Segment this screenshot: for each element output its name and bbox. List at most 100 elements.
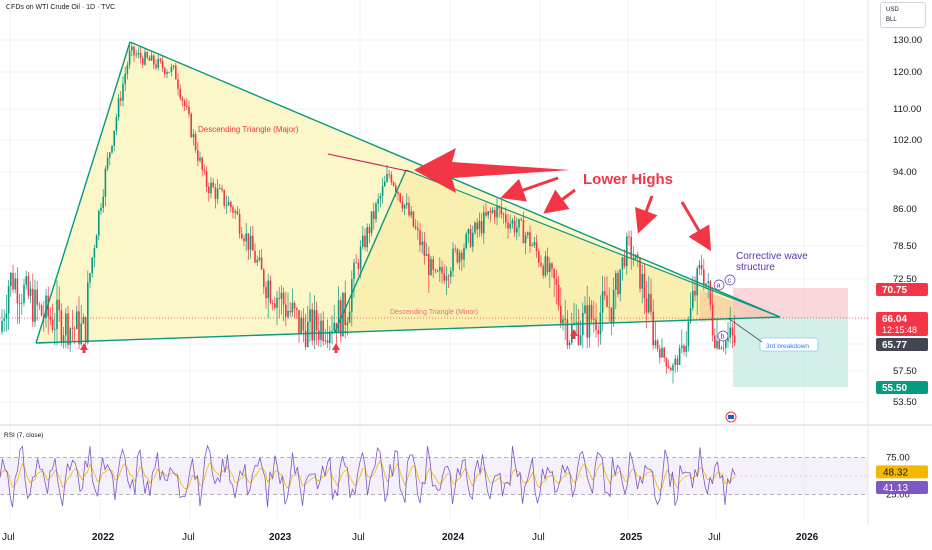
candle-body [201,157,203,170]
candle-body [254,250,256,263]
candle-body [175,65,177,80]
candle-body [511,220,514,224]
candle-body [595,319,597,331]
candle-body [271,302,274,304]
minor-triangle-label: Descending Triangle (Minor) [390,309,478,316]
candle-body [73,328,76,330]
candle-body [10,272,12,287]
candle-body [194,134,197,151]
candle-body [410,211,412,216]
candle-body [623,257,626,266]
lower-highs-big-arrow [414,148,570,193]
candle-body [685,345,687,352]
candle-body [278,297,280,299]
candle-body [230,201,232,208]
candle-body [381,186,384,197]
candle-body [45,295,47,319]
candle-body [128,50,131,65]
candle-body [318,330,320,340]
wave-label: c [728,278,732,285]
lower-highs-arrow [635,195,658,234]
candle-body [707,281,709,284]
candle-body [67,313,69,345]
candle-body [599,312,602,335]
candle-body [676,358,679,365]
candle-body [487,211,489,216]
candle-body [568,342,571,346]
candle-body [49,316,52,320]
candle-body [58,299,60,311]
candle-body [355,262,357,264]
candle-body [476,222,478,230]
rsi-tick-label: 75.00 [886,453,910,464]
candle-body [608,306,610,308]
lower-highs-label: Lower Highs [583,171,673,188]
candle-body [555,278,558,285]
candle-body [377,198,379,204]
price-tick-label: 57.50 [893,366,917,377]
price-tick-label: 78.50 [893,241,917,252]
candle-body [69,328,71,345]
candle-body [423,241,426,256]
candle-body [727,337,729,342]
candle-body [313,309,316,341]
lower-highs-arrow [543,188,576,214]
candle-body [626,236,628,266]
candle-body [639,258,641,289]
candle-body [366,227,368,248]
candle-body [722,347,725,349]
candle-body [260,257,263,270]
candle-body [60,310,63,343]
candle-body [293,303,296,309]
candle-body [351,279,353,312]
candle-body [467,229,470,234]
candle-body [546,256,549,273]
candle-body [474,222,476,233]
minor-resistance-line [327,153,413,173]
time-tick-label: 2023 [269,532,292,543]
candle-body [27,276,30,296]
candle-body [331,330,333,332]
candle-body [465,233,467,249]
candle-body [324,340,327,342]
candle-body [436,270,439,272]
breakdown-box [759,337,819,352]
candle-body [601,291,604,313]
candle-body [531,245,533,247]
time-tick-label: Jul [182,532,195,543]
candle-body [47,295,49,317]
breakdown-pointer [727,317,763,343]
candle-body [161,61,164,68]
candle-body [188,106,190,114]
unit-selector[interactable]: USD BLL [880,2,926,28]
candle-body [454,248,456,250]
candle-body [661,347,663,358]
candle-body [23,284,25,303]
candle-body [309,309,311,322]
candle-body [390,174,393,183]
breakdown-label: 3rd breakdown [766,343,809,350]
candle-body [36,289,38,305]
candle-body [1,320,3,333]
candle-body [714,335,716,348]
candle-body [659,348,661,358]
candle-body [694,290,696,296]
candle-body [615,272,617,290]
wave-label-circle [717,330,729,342]
candle-body [342,292,344,337]
candle-body [527,232,529,236]
candle-body [412,211,415,227]
candle-body [247,233,250,250]
candle-body [654,340,657,346]
candle-body [267,280,269,299]
candle-body [667,366,670,368]
candle-body [566,318,569,346]
candle-body [496,206,498,218]
candle-body [406,202,408,205]
price-tick-label: 86.00 [893,204,917,215]
candle-body [265,287,267,299]
candle-body [117,98,120,118]
candle-body [221,188,223,190]
support-up-arrow-stem [334,350,338,353]
